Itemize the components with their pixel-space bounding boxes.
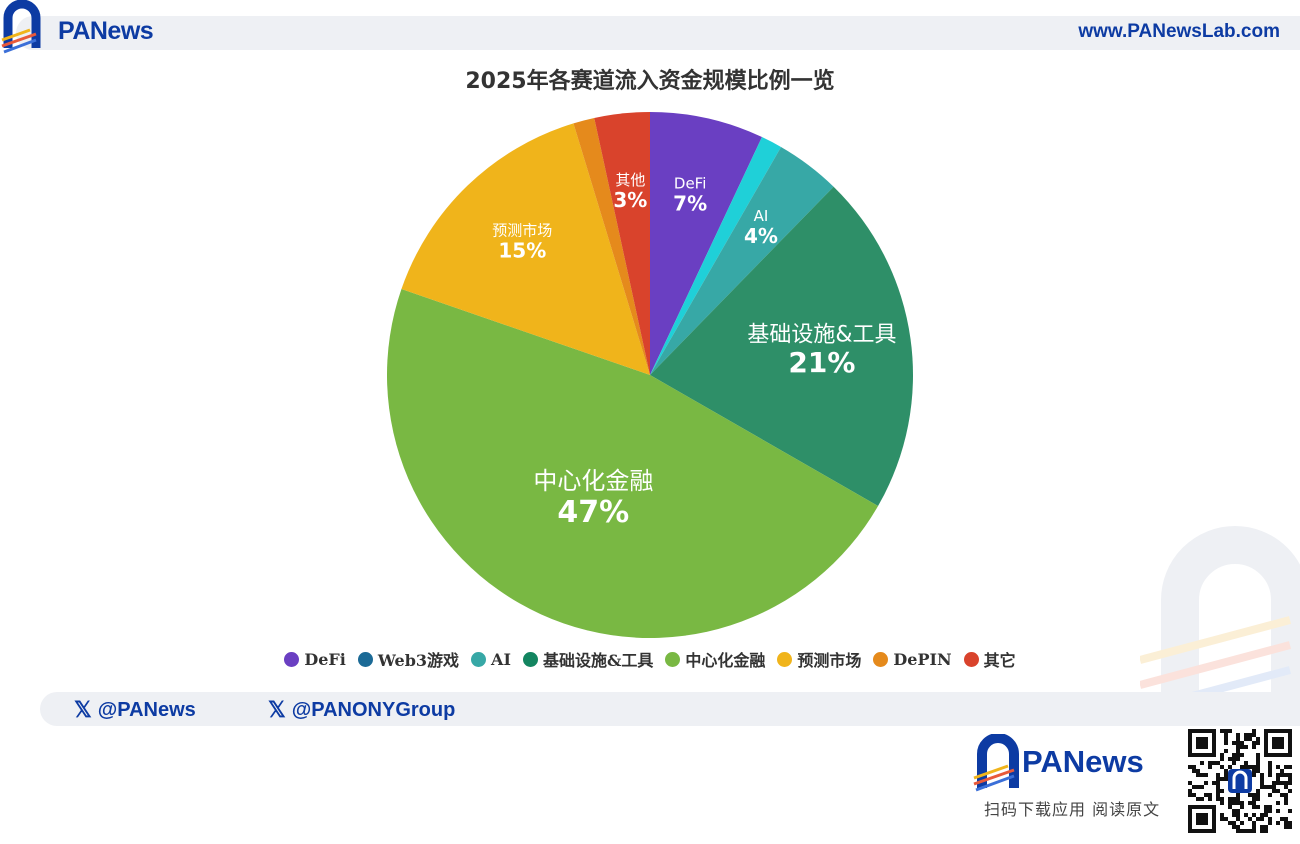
legend-item: 中心化金融 — [665, 647, 765, 671]
legend-item: 预测市场 — [777, 647, 861, 671]
legend-label: Web3游戏 — [378, 647, 459, 671]
legend-label: 预测市场 — [797, 647, 861, 671]
chart-legend: DeFi Web3游戏 AI 基础设施&工具 中心化金融 预测市场 DePIN 其它 — [0, 647, 1300, 671]
slice-label: 中心化金融 — [533, 467, 653, 495]
slice-label: DeFi — [674, 174, 706, 192]
qr-code-icon[interactable] — [1188, 729, 1292, 833]
legend-swatch — [777, 652, 792, 667]
slice-value-label: 3% — [613, 188, 647, 212]
slice-value-label: 21% — [788, 346, 855, 379]
legend-swatch — [964, 652, 979, 667]
legend-item: AI — [471, 647, 511, 671]
x-logo-icon: 𝕏 — [268, 697, 286, 723]
scan-prompt: 扫码下载应用 阅读原文 — [984, 796, 1160, 820]
legend-item: Web3游戏 — [358, 647, 459, 671]
legend-label: 其它 — [984, 647, 1016, 671]
legend-label: AI — [491, 650, 511, 669]
social-link-panony[interactable]: 𝕏 @PANONYGroup — [268, 697, 455, 723]
slice-label: 其他 — [615, 171, 645, 189]
slice-label: 基础设施&工具 — [747, 322, 896, 347]
legend-swatch — [665, 652, 680, 667]
slice-value-label: 7% — [673, 191, 707, 215]
legend-swatch — [523, 652, 538, 667]
social-handle: @PANONYGroup — [292, 699, 456, 722]
footer-bar — [40, 692, 1300, 726]
social-link-panews[interactable]: 𝕏 @PANews — [74, 697, 196, 723]
x-logo-icon: 𝕏 — [74, 697, 92, 723]
legend-label: DeFi — [304, 650, 346, 669]
slice-label: 预测市场 — [492, 221, 552, 239]
brand-logo-text: PANews — [1022, 744, 1144, 780]
legend-label: 中心化金融 — [685, 647, 765, 671]
legend-item: 其它 — [964, 647, 1016, 671]
legend-item: DeFi — [284, 647, 346, 671]
slice-value-label: 15% — [498, 238, 546, 262]
legend-swatch — [358, 652, 373, 667]
legend-item: DePIN — [873, 647, 951, 671]
legend-swatch — [284, 652, 299, 667]
legend-label: 基础设施&工具 — [543, 647, 653, 671]
legend-item: 基础设施&工具 — [523, 647, 653, 671]
slice-value-label: 4% — [744, 224, 778, 248]
slice-label: AI — [754, 207, 769, 225]
slice-value-label: 47% — [557, 495, 629, 530]
legend-label: DePIN — [893, 650, 951, 669]
legend-swatch — [471, 652, 486, 667]
legend-swatch — [873, 652, 888, 667]
social-handle: @PANews — [98, 699, 196, 722]
